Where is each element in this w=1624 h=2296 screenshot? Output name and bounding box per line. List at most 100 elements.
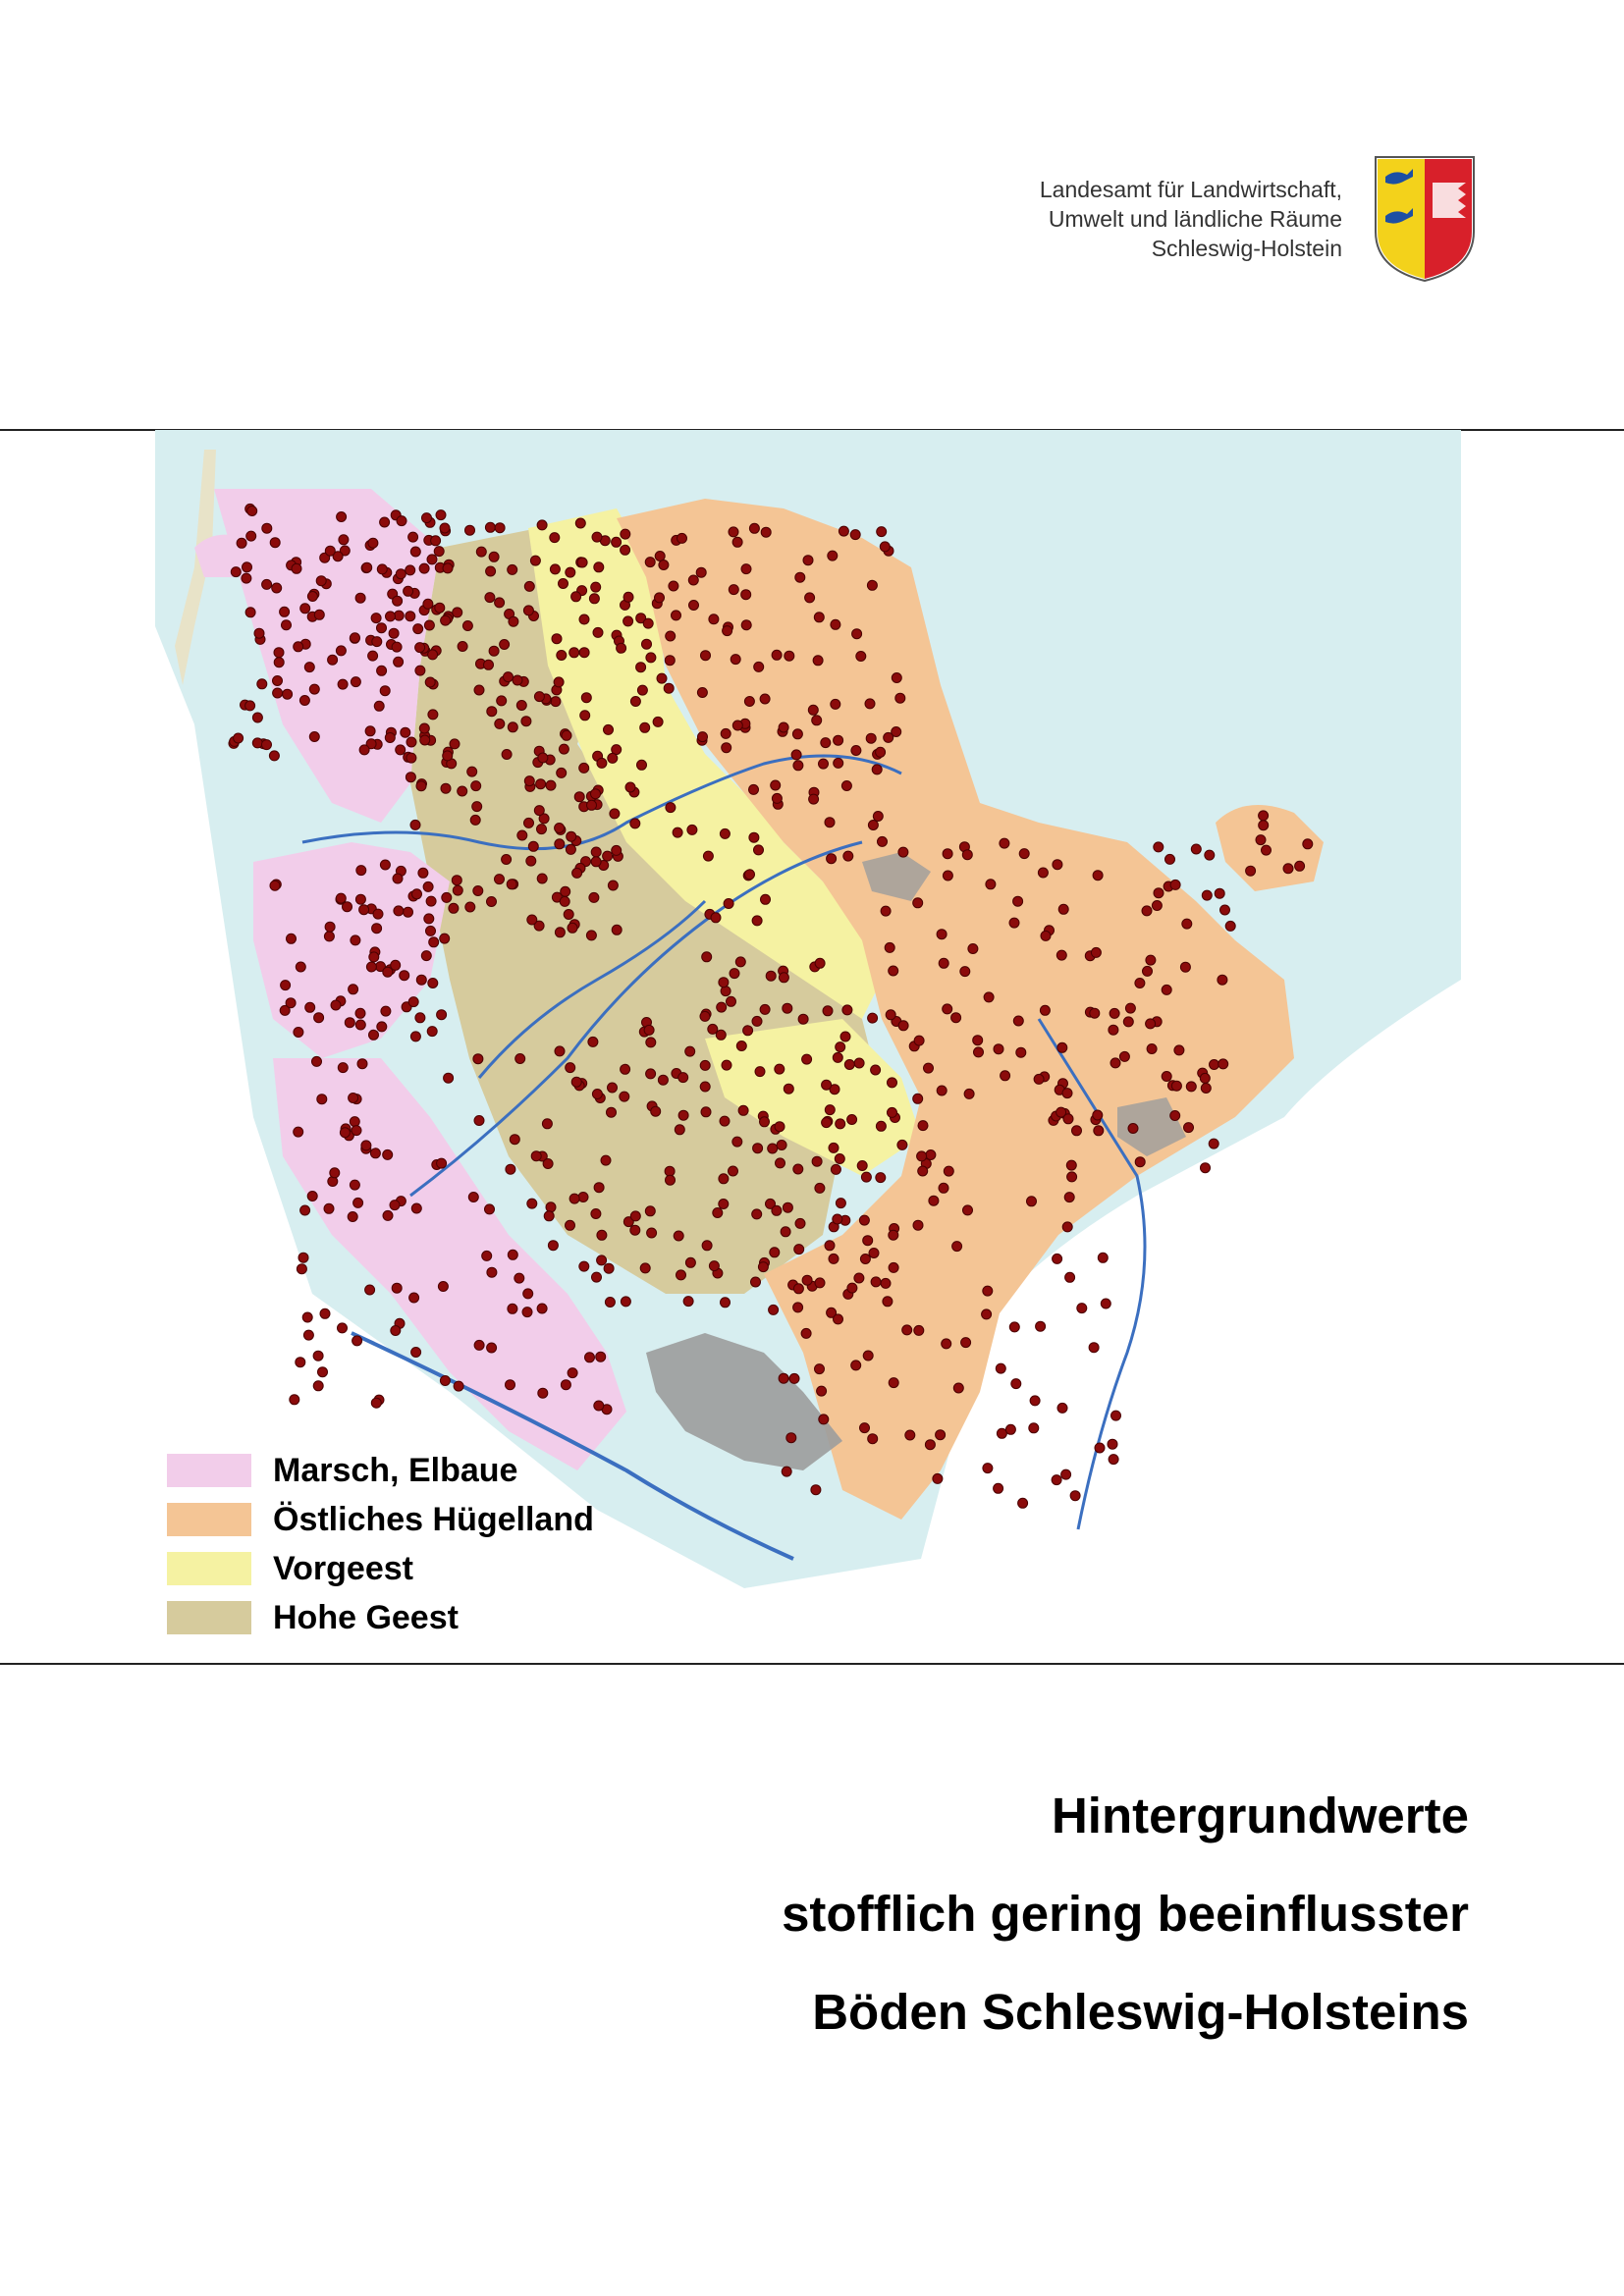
sample-point [801, 1274, 813, 1286]
sample-point [268, 750, 280, 762]
sample-point [350, 676, 361, 688]
sample-point [606, 1106, 617, 1118]
sample-point [403, 906, 413, 918]
sample-point [718, 977, 730, 988]
sample-point [765, 1198, 776, 1209]
sample-point [923, 1062, 934, 1074]
sample-point [1127, 1123, 1139, 1134]
bottom-rule [0, 1663, 1624, 1665]
sample-point [665, 630, 677, 642]
sample-point [486, 1266, 498, 1278]
sample-point [636, 759, 647, 771]
sample-point [426, 554, 438, 565]
sample-point [708, 614, 720, 625]
sample-point [591, 1271, 602, 1283]
sample-point [273, 657, 285, 668]
sample-point [494, 522, 506, 534]
sample-point [245, 530, 257, 542]
sample-point [558, 743, 569, 755]
sample-point [887, 1077, 897, 1089]
sample-point [875, 1120, 887, 1132]
sample-point [728, 526, 739, 538]
sample-point [337, 678, 349, 690]
sample-point [652, 716, 664, 727]
sample-point [499, 639, 511, 650]
sample-point [810, 1484, 822, 1496]
sample-point [938, 957, 949, 969]
sample-point [372, 908, 384, 920]
sample-point [335, 892, 347, 904]
sample-point [389, 1200, 401, 1211]
sample-point [913, 1324, 925, 1336]
sample-point [405, 564, 416, 576]
sample-point [449, 738, 460, 750]
sample-point [440, 782, 452, 794]
sample-point [392, 873, 404, 884]
sample-point [434, 602, 446, 614]
sample-point [754, 1066, 766, 1078]
sample-point [604, 1297, 616, 1308]
sample-point [1052, 1253, 1063, 1264]
sample-point [442, 562, 454, 574]
sample-point [393, 905, 405, 917]
sample-point [317, 1366, 328, 1378]
sample-point [891, 672, 902, 683]
sample-point [824, 817, 836, 828]
sample-point [924, 1439, 936, 1451]
sample-point [788, 1372, 800, 1384]
sample-point [1056, 1106, 1067, 1118]
sample-point [385, 611, 396, 622]
sample-point [535, 778, 547, 790]
sample-point [1200, 1083, 1212, 1094]
sample-point [412, 623, 424, 635]
sample-point [784, 650, 795, 662]
sample-point [1076, 1303, 1088, 1314]
sample-point [406, 752, 417, 764]
sample-point [888, 1261, 899, 1273]
sample-point [1282, 863, 1294, 875]
sample-point [536, 873, 548, 884]
sample-point [568, 647, 580, 659]
sample-point [565, 566, 576, 578]
sample-point [281, 619, 292, 631]
sample-point [1224, 920, 1236, 932]
sample-point [293, 1027, 304, 1038]
sample-point [1026, 1196, 1037, 1207]
sample-point [744, 869, 755, 881]
sample-point [559, 895, 570, 907]
sample-point [388, 627, 400, 639]
sample-point [951, 1241, 963, 1253]
sample-point [571, 867, 583, 879]
sample-point [256, 678, 268, 690]
sample-point [415, 974, 427, 986]
sample-point [508, 615, 519, 627]
sample-point [436, 1157, 448, 1169]
huegelland-region [617, 499, 1294, 1520]
sample-point [748, 522, 760, 534]
sample-point [896, 1139, 908, 1150]
vorgeest-region-south [705, 1019, 921, 1176]
sample-point [962, 1204, 973, 1216]
sample-point [553, 676, 565, 688]
sample-point [473, 1115, 485, 1126]
sample-point [272, 675, 283, 686]
sample-point [308, 731, 320, 742]
sample-point [1028, 1422, 1040, 1434]
sample-point [344, 1017, 355, 1029]
sample-point [545, 779, 557, 791]
sample-point [373, 700, 385, 712]
sample-point [751, 1208, 763, 1220]
sample-point [507, 563, 518, 575]
sample-point [846, 1282, 858, 1294]
sample-point [574, 517, 586, 529]
sample-point [734, 956, 746, 968]
sample-point [720, 1297, 731, 1308]
sample-point [1245, 865, 1257, 877]
sample-point [641, 638, 652, 650]
sample-point [1037, 867, 1049, 879]
sample-point [469, 814, 481, 826]
sample-point [999, 837, 1010, 849]
river-eider [301, 754, 902, 851]
sample-point [403, 585, 414, 597]
sample-point [441, 891, 453, 903]
